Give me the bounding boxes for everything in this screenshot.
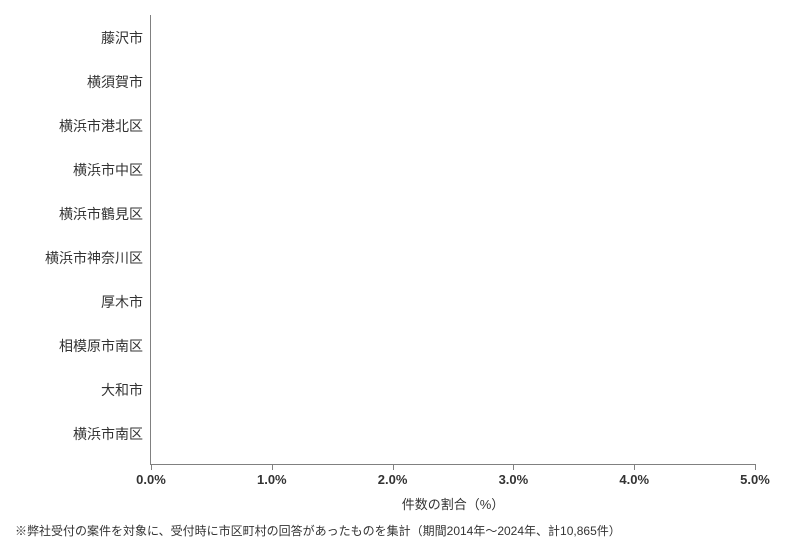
x-tick-label: 1.0%	[257, 464, 287, 487]
x-axis-title: 件数の割合（%）	[402, 464, 505, 513]
category-label: 相模原市南区	[59, 333, 151, 359]
chart-footnote: ※弊社受付の案件を対象に、受付時に市区町村の回答があったものを集計（期間2014…	[15, 522, 621, 539]
chart-container: 件数の割合（%） 0.0% 1.0% 2.0% 3.0% 4.0% 5.0% 藤沢市横須賀市…	[0, 0, 790, 551]
category-label: 厚木市	[101, 289, 151, 315]
category-label: 横浜市中区	[73, 157, 151, 183]
x-tick-label: 3.0%	[499, 464, 529, 487]
category-label: 横浜市港北区	[59, 113, 151, 139]
x-tick-label: 5.0%	[740, 464, 770, 487]
category-label: 横浜市南区	[73, 421, 151, 447]
category-label: 藤沢市	[101, 25, 151, 51]
category-label: 横須賀市	[87, 69, 151, 95]
x-tick-label: 2.0%	[378, 464, 408, 487]
x-tick-label: 0.0%	[136, 464, 166, 487]
x-tick-label: 4.0%	[619, 464, 649, 487]
category-label: 大和市	[101, 377, 151, 403]
category-label: 横浜市鶴見区	[59, 201, 151, 227]
plot-area: 件数の割合（%） 0.0%1.0%2.0%3.0%4.0%5.0%藤沢市横須賀市…	[150, 15, 755, 465]
category-label: 横浜市神奈川区	[45, 245, 151, 271]
